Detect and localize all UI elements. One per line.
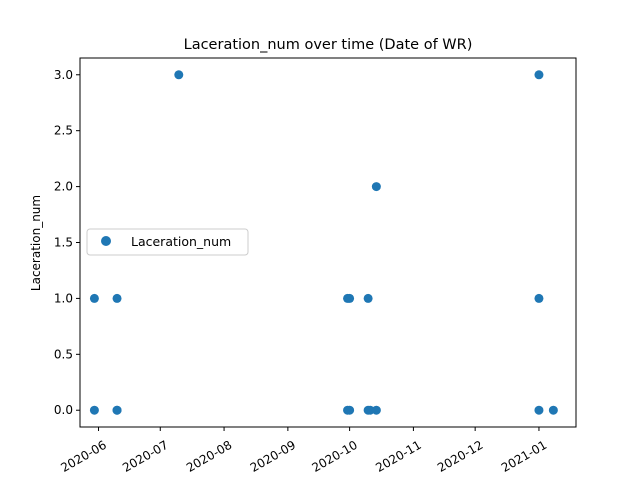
x-tick-label: 2020-06	[58, 438, 108, 475]
data-point	[345, 293, 355, 303]
data-point	[112, 405, 122, 415]
data-point	[371, 405, 381, 415]
y-tick-label: 3.0	[54, 68, 73, 82]
data-point	[112, 293, 122, 303]
x-tick-label: 2020-11	[373, 438, 423, 475]
x-tick-label: 2021-01	[499, 438, 549, 475]
x-tick-label: 2020-12	[435, 438, 485, 475]
x-tick-label: 2020-08	[184, 438, 234, 475]
data-point	[363, 293, 373, 303]
y-tick-label: 1.5	[54, 236, 73, 250]
y-axis-label: Laceration_num	[29, 195, 43, 291]
data-point	[534, 293, 544, 303]
data-point	[534, 70, 544, 80]
data-point	[89, 405, 99, 415]
data-point	[534, 405, 544, 415]
legend-box	[86, 228, 249, 256]
data-point	[371, 182, 381, 192]
x-axis: 2020-06 2020-07 2020-08 2020-09 2020-10 2020-…	[58, 427, 549, 475]
x-tick-label: 2020-10	[309, 438, 359, 475]
y-axis: 0.0 0.5 1.0 1.5 2.0 2.5 3.0	[54, 68, 80, 417]
data-point	[345, 405, 355, 415]
data-point	[174, 70, 184, 80]
x-tick-label: 2020-09	[248, 438, 298, 475]
data-point	[365, 405, 375, 415]
legend-entry-label: Laceration_num	[131, 234, 231, 249]
data-point	[548, 405, 558, 415]
chart-title: Laceration_num over time (Date of WR)	[184, 37, 473, 53]
y-tick-label: 0.5	[54, 347, 73, 361]
legend-marker	[101, 236, 111, 246]
data-point	[89, 293, 99, 303]
data-points	[89, 70, 558, 415]
legend: Laceration_num	[86, 228, 249, 256]
y-tick-label: 2.5	[54, 124, 73, 138]
y-tick-label: 0.0	[54, 403, 73, 417]
x-tick-label: 2020-07	[120, 438, 170, 475]
y-tick-label: 2.0	[54, 180, 73, 194]
y-tick-label: 1.0	[54, 291, 73, 305]
